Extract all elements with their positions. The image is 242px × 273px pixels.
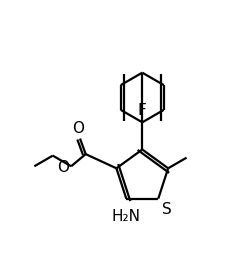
Text: O: O <box>72 121 84 136</box>
Text: O: O <box>57 160 69 175</box>
Text: S: S <box>162 202 172 217</box>
Text: H₂N: H₂N <box>112 209 141 224</box>
Text: F: F <box>138 103 147 118</box>
